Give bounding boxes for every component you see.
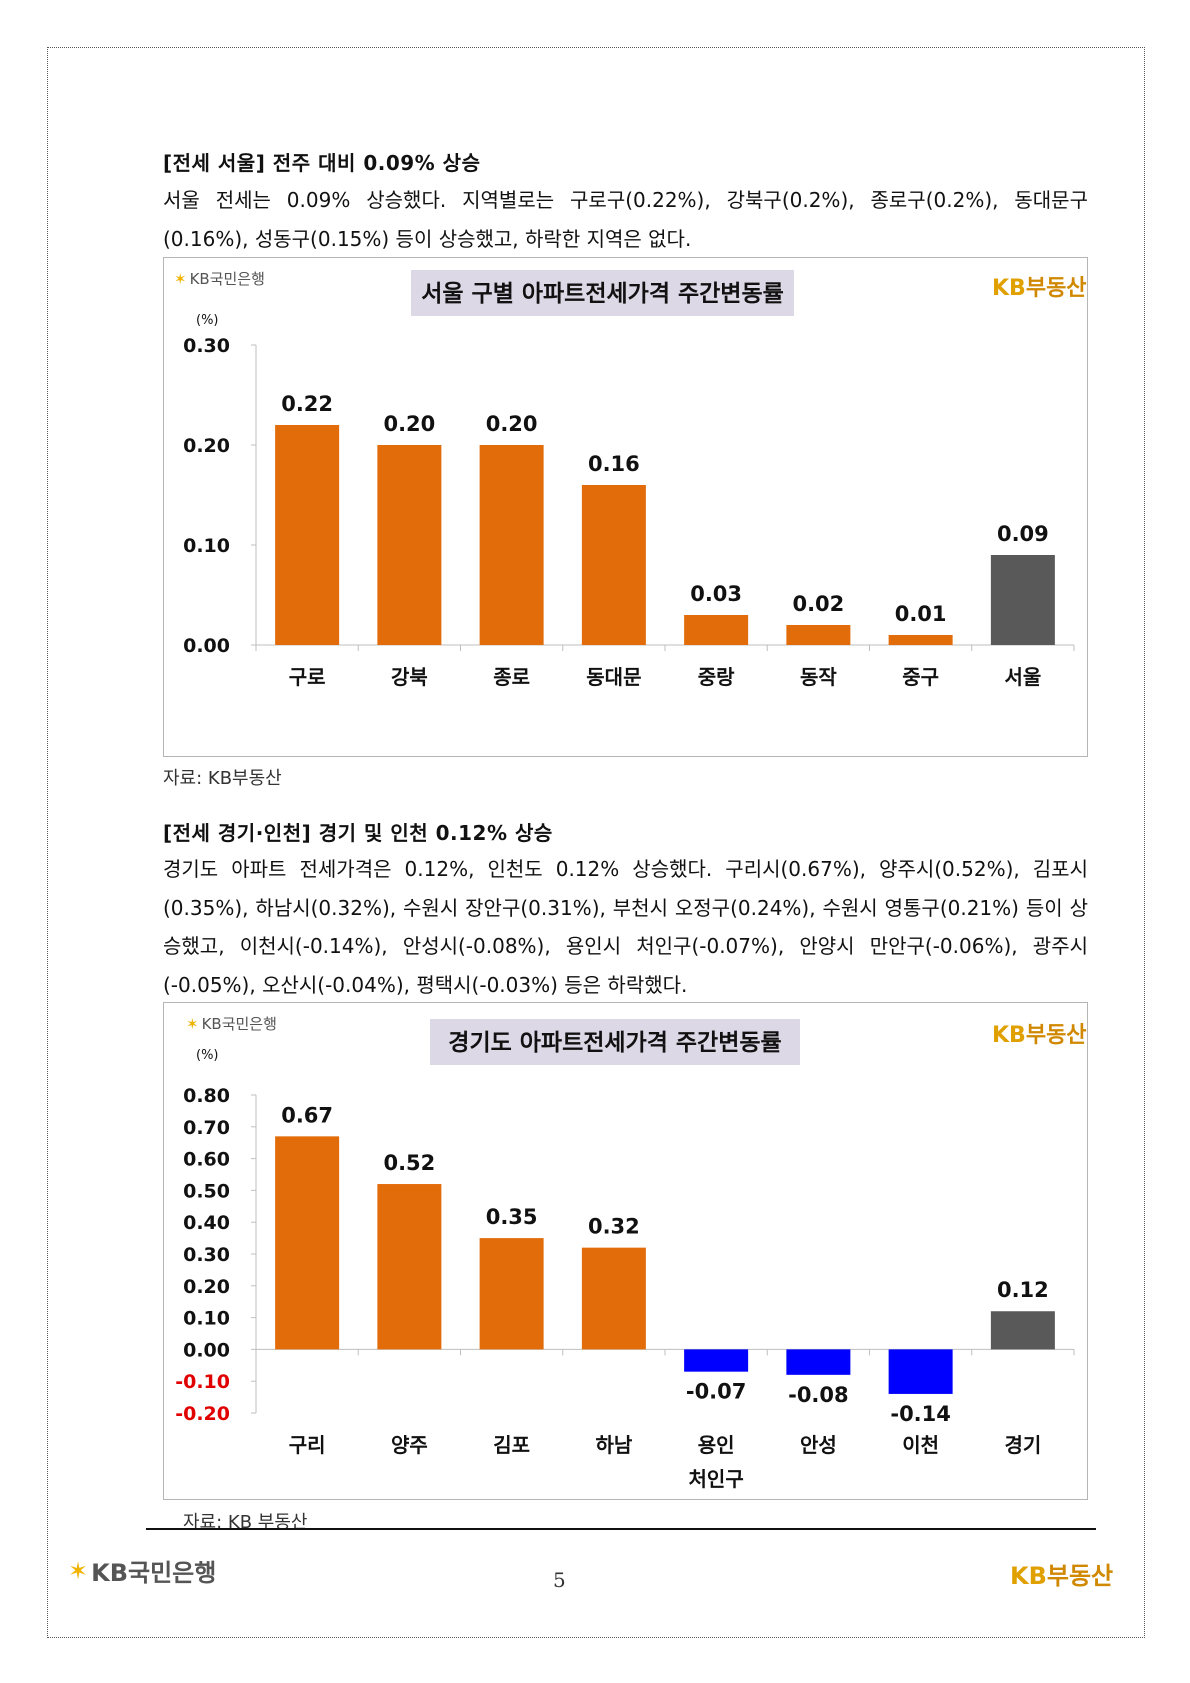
bar (990, 555, 1055, 645)
bar (581, 1247, 646, 1350)
y-tick-label: 0.70 (183, 1117, 230, 1139)
data-label: 0.52 (383, 1151, 435, 1175)
x-tick-label: 하남 (595, 1433, 632, 1457)
data-label: -0.08 (788, 1383, 849, 1407)
chart-seoul: ✶ KB국민은행 KB부동산 서울 구별 아파트전세가격 주간변동률 (%) 0.0… (163, 257, 1088, 757)
bar (684, 615, 749, 645)
kb-bank-logo: ✶ KB국민은행 (174, 269, 265, 289)
bar (786, 1349, 851, 1375)
y-tick-label: 0.00 (183, 1339, 230, 1361)
x-tick-label: 김포 (493, 1433, 530, 1457)
x-tick-label: 동대문 (586, 665, 641, 689)
x-tick-label: 강북 (391, 665, 428, 689)
y-tick-label: 0.40 (183, 1212, 230, 1234)
bar (990, 1311, 1055, 1350)
bar (377, 445, 442, 645)
data-label: 0.67 (281, 1103, 333, 1127)
data-label: 0.20 (383, 412, 435, 436)
y-tick-label: 0.00 (183, 635, 230, 657)
chart-title-bg (411, 270, 794, 316)
bar (888, 1349, 953, 1394)
data-label: 0.22 (281, 392, 333, 416)
y-tick-label: 0.30 (183, 335, 230, 357)
x-tick-label: 종로 (493, 665, 530, 689)
kb-star-icon: ✶ (174, 269, 187, 288)
chart-title: 경기도 아파트전세가격 주간변동률 (448, 1030, 781, 1056)
bar (479, 1238, 544, 1350)
bar (888, 635, 953, 645)
page-number: 5 (553, 1568, 566, 1592)
x-tick-label: 중구 (902, 665, 939, 689)
chart-gyeonggi-svg: 경기도 아파트전세가격 주간변동률 (%) 0.80 0.70 0.60 0.50 0.40… (175, 1019, 1075, 1491)
kb-realestate-logo: KB부동산 (992, 276, 1087, 301)
section-heading-gyeonggi: [전세 경기·인천] 경기 및 인천 0.12% 상승 (163, 821, 553, 845)
data-label: -0.14 (890, 1402, 951, 1426)
x-tick-label: 중랑 (698, 665, 735, 689)
kb-star-icon: ✶ (186, 1014, 199, 1033)
y-tick-label: 0.50 (183, 1180, 230, 1202)
data-label: 0.12 (997, 1278, 1049, 1302)
x-tick-label: 양주 (391, 1433, 428, 1457)
y-tick-label: 0.60 (183, 1149, 230, 1171)
page-frame (47, 47, 1145, 1638)
section-paragraph-gyeonggi: 경기도 아파트 전세가격은 0.12%, 인천도 0.12% 상승했다. 구리시… (163, 857, 1088, 997)
x-tick-label: 구로 (289, 665, 326, 689)
kb-bank-logo: ✶ KB국민은행 (186, 1014, 277, 1034)
kb-star-icon: ✶ (68, 1556, 89, 1585)
chart-title-bg (430, 1019, 800, 1065)
y-tick-label: 0.30 (183, 1244, 230, 1266)
footer-rule (146, 1528, 1096, 1530)
data-label: 0.01 (895, 602, 947, 626)
y-tick-label: 0.10 (183, 1308, 230, 1330)
y-axis-unit: (%) (196, 1048, 219, 1063)
x-tick-label: 처인구 (689, 1467, 744, 1491)
chart-seoul-svg: 서울 구별 아파트전세가격 주간변동률 (%) 0.00 0.10 0.20 0.30 0.… (183, 270, 1075, 689)
y-tick-label: -0.20 (175, 1403, 230, 1425)
bar (275, 1136, 340, 1350)
y-tick-label: 0.20 (183, 1276, 230, 1298)
kb-realestate-logo: KB부동산 (992, 1023, 1087, 1048)
bar (377, 1184, 442, 1350)
data-label: 0.20 (486, 412, 538, 436)
y-tick-label: -0.10 (175, 1371, 230, 1393)
data-label: 0.16 (588, 452, 640, 476)
chart-title: 서울 구별 아파트전세가격 주간변동률 (421, 281, 784, 307)
x-tick-label: 서울 (1004, 665, 1041, 689)
data-label: 0.09 (997, 522, 1049, 546)
section-heading-seoul: [전세 서울] 전주 대비 0.09% 상승 (163, 151, 481, 175)
bar (786, 625, 851, 645)
bar (275, 425, 340, 645)
x-tick-label: 안성 (800, 1433, 837, 1457)
data-label: 0.02 (792, 592, 844, 616)
y-tick-label: 0.10 (183, 535, 230, 557)
x-tick-label: 용인 (698, 1433, 735, 1457)
x-tick-label: 동작 (800, 665, 837, 689)
x-tick-label: 구리 (289, 1433, 326, 1457)
section-paragraph-seoul: 서울 전세는 0.09% 상승했다. 지역별로는 구로구(0.22%), 강북구… (163, 188, 1088, 251)
footer-kb-realestate-logo: KB부동산 (1010, 1562, 1114, 1590)
data-label: -0.07 (686, 1380, 747, 1404)
x-tick-label: 경기 (1004, 1433, 1041, 1457)
bar (479, 445, 544, 645)
bar (581, 485, 646, 645)
footer-kb-bank-logo: ✶ KB국민은행 (68, 1556, 217, 1588)
y-tick-label: 0.80 (183, 1085, 230, 1107)
data-label: 0.03 (690, 582, 742, 606)
bar (684, 1349, 749, 1372)
data-label: 0.35 (486, 1205, 538, 1229)
chart-gyeonggi: ✶ KB국민은행 KB부동산 경기도 아파트전세가격 주간변동률 (%) 0.80 0… (163, 1002, 1088, 1500)
data-label: 0.32 (588, 1215, 640, 1239)
y-tick-label: 0.20 (183, 435, 230, 457)
y-axis-unit: (%) (196, 313, 219, 328)
x-tick-label: 이천 (902, 1433, 939, 1457)
source-note-seoul: 자료: KB부동산 (163, 768, 282, 789)
source-note-gyeonggi: 자료: KB 부동산 (183, 1512, 308, 1533)
